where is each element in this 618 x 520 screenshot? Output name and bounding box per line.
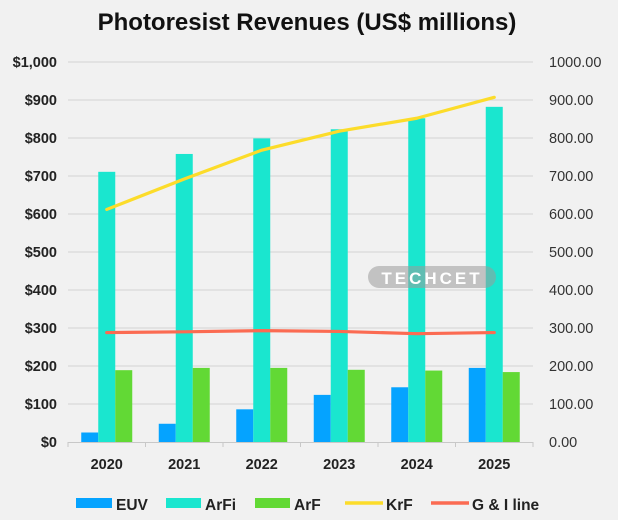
bars [81, 106, 520, 443]
y-tick-label-right: 800.00 [549, 131, 593, 147]
y-tick-label-left: $800 [25, 131, 57, 147]
bar-arf-2022 [270, 367, 288, 442]
bar-arf-2021 [192, 367, 210, 442]
y-tick-label-right: 400.00 [549, 283, 593, 299]
y-tick-label-left: $0 [41, 435, 57, 451]
y-tick-label-left: $900 [25, 93, 57, 109]
y-tick-label-right: 700.00 [549, 169, 593, 185]
lines [105, 95, 496, 336]
chart-title: Photoresist Revenues (US$ millions) [98, 9, 517, 36]
bar-euv-2023 [313, 394, 331, 442]
watermark-text: TECHCET [381, 269, 482, 288]
bar-arf-2025 [502, 372, 520, 442]
x-tick-label: 2020 [91, 457, 123, 473]
bar-euv-2022 [236, 409, 254, 442]
y-tick-label-right: 1000.00 [549, 55, 601, 71]
y-tick-label-left: $500 [25, 245, 57, 261]
x-tick-label: 2025 [478, 457, 510, 473]
legend-swatch-arfi [166, 498, 201, 508]
y-axis-right: 0.00 100.00 200.00 300.00 400.00 500.00 600.00… [549, 55, 601, 451]
legend-label: G & I line [472, 497, 540, 514]
bar-euv-2025 [468, 367, 486, 442]
y-tick-label-right: 300.00 [549, 321, 593, 337]
legend: EUV ArFi ArF KrF G & I line [76, 497, 540, 514]
y-tick-label-right: 600.00 [549, 207, 593, 223]
y-tick-label-left: $600 [25, 207, 57, 223]
bar-arf-2023 [347, 369, 365, 442]
bar-arfi-2023 [330, 129, 348, 442]
y-tick-label-right: 500.00 [549, 245, 593, 261]
legend-swatch-arf [255, 498, 290, 508]
y-tick-label-right: 900.00 [549, 93, 593, 109]
x-tick-label: 2022 [246, 457, 278, 473]
bar-euv-2020 [81, 432, 99, 442]
legend-label: ArFi [205, 497, 236, 514]
line-krf [105, 95, 496, 212]
bar-arfi-2020 [98, 171, 116, 442]
watermark-badge [368, 266, 496, 288]
bar-arf-2024 [425, 370, 443, 442]
x-tick-label: 2021 [168, 457, 200, 473]
legend-label: ArF [294, 497, 321, 514]
y-tick-label-left: $300 [25, 321, 57, 337]
line-g-i-line [105, 329, 496, 336]
bar-arfi-2022 [253, 138, 271, 442]
y-tick-label-left: $100 [25, 397, 57, 413]
y-tick-label-right: 200.00 [549, 359, 593, 375]
x-tick-label: 2023 [323, 457, 355, 473]
y-tick-label-right: 100.00 [549, 397, 593, 413]
y-tick-label-left: $200 [25, 359, 57, 375]
y-tick-label-left: $400 [25, 283, 57, 299]
x-tick-label: 2024 [401, 457, 433, 473]
legend-swatch-euv [76, 498, 112, 508]
bar-arfi-2021 [175, 153, 193, 442]
bar-euv-2021 [158, 423, 176, 442]
y-tick-label-left: $1,000 [13, 55, 57, 71]
bar-arf-2020 [115, 370, 133, 442]
y-axis-left: $0 $100 $200 $300 $400 $500 $600 $700 $800 $900 $1… [13, 55, 57, 451]
gridlines [68, 61, 533, 405]
techcet-watermark: TECHCET [368, 266, 496, 288]
legend-label: EUV [116, 497, 149, 514]
y-tick-label-left: $700 [25, 169, 57, 185]
x-axis: 2020 2021 2022 2023 2024 2025 [67, 442, 534, 473]
bar-euv-2024 [391, 387, 409, 442]
legend-label: KrF [386, 497, 413, 514]
y-tick-label-right: 0.00 [549, 435, 577, 451]
